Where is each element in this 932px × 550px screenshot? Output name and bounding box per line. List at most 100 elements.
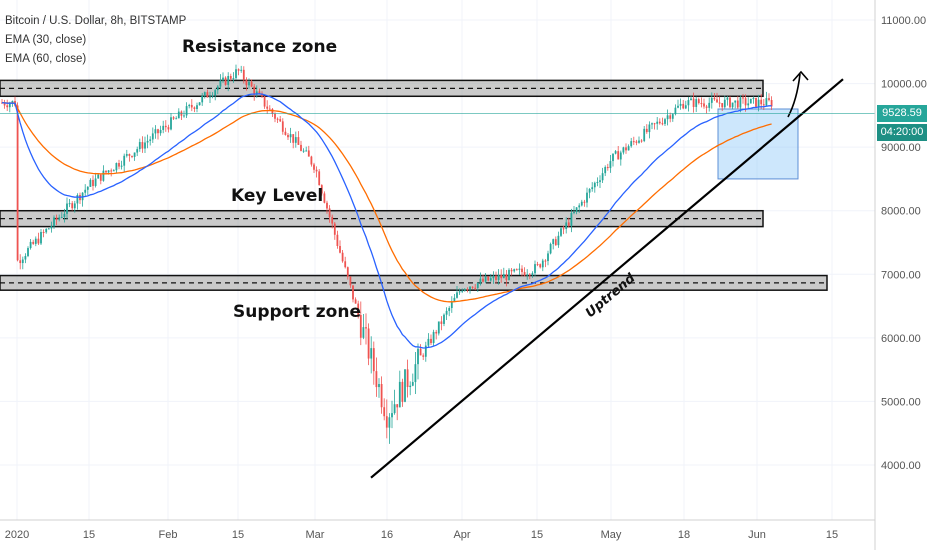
x-tick-label: 15 — [232, 529, 244, 541]
candle-body — [42, 231, 45, 233]
candle-body — [346, 267, 349, 277]
candle-body — [315, 169, 318, 172]
candle-body — [19, 260, 22, 264]
candle-body — [144, 142, 146, 149]
key-level-label: Key Level — [231, 186, 324, 206]
candle-body — [770, 100, 773, 107]
candle-body — [484, 276, 487, 282]
candle-body — [40, 231, 42, 244]
candle-body — [99, 174, 102, 181]
candle-body — [479, 278, 482, 283]
candle-body — [692, 98, 695, 107]
x-tick-label: Jun — [748, 529, 766, 541]
candle-body — [380, 384, 383, 408]
candle-body — [684, 105, 687, 109]
candle-body — [344, 261, 347, 268]
y-tick-label: 5000.00 — [881, 396, 921, 408]
candle-body — [424, 345, 427, 357]
candle-body — [391, 413, 393, 418]
candle-body — [448, 308, 451, 311]
candle-body — [635, 141, 638, 143]
candle-body — [682, 103, 685, 109]
candle-body — [552, 239, 555, 245]
candle-body — [383, 407, 386, 417]
resistance-zone-label: Resistance zone — [182, 37, 338, 57]
candle-body — [333, 223, 336, 235]
candle-body — [307, 150, 310, 157]
ema30-legend[interactable]: EMA (30, close) — [5, 34, 87, 46]
candle-body — [463, 289, 466, 291]
candle-body — [229, 76, 232, 79]
candle-body — [378, 384, 380, 388]
candle-body — [469, 286, 471, 290]
candle-body — [716, 99, 718, 103]
candle-body — [404, 369, 406, 402]
candle-body — [627, 146, 630, 151]
candle-body — [432, 331, 435, 344]
candle-body — [411, 382, 414, 386]
candle-body — [599, 180, 601, 182]
candle-body — [115, 162, 118, 171]
candle-body — [744, 98, 747, 106]
candle-body — [21, 259, 24, 264]
candle-body — [120, 165, 123, 167]
candle-body — [690, 98, 692, 101]
candle-body — [253, 86, 256, 95]
candle-body — [612, 153, 614, 162]
ema60-legend[interactable]: EMA (60, close) — [5, 53, 87, 65]
candle-body — [102, 170, 105, 181]
candle-body — [183, 115, 185, 117]
time-axis[interactable]: 2020 15 Feb 15 Mar 16 Apr 15 May 18 Jun 15 — [5, 529, 838, 541]
candle-body — [268, 108, 271, 110]
candle-body — [105, 170, 107, 173]
candle-body — [255, 91, 258, 95]
candle-body — [131, 155, 133, 157]
candle-body — [164, 125, 167, 128]
candle-body — [232, 78, 235, 80]
candle-body — [523, 272, 526, 276]
candle-body — [718, 102, 721, 104]
candle-body — [679, 103, 682, 106]
candle-body — [588, 189, 591, 193]
candle-body — [331, 216, 334, 224]
candle-body — [216, 86, 219, 91]
candle-body — [146, 140, 149, 143]
candle-body — [53, 217, 55, 227]
candle-body — [586, 192, 588, 203]
candle-body — [107, 170, 110, 173]
candle-body — [297, 137, 300, 145]
ema60-line — [1, 102, 772, 303]
candle-body — [710, 97, 713, 103]
price-axis[interactable]: 4000.00 5000.00 6000.00 7000.00 8000.00 9000.… — [881, 15, 927, 472]
candle-body — [274, 113, 276, 119]
candle-body — [214, 90, 217, 96]
candle-body — [159, 129, 162, 134]
candle-body — [617, 151, 620, 160]
candle-body — [300, 144, 302, 151]
candle-body — [554, 239, 557, 246]
candle-body — [508, 269, 510, 281]
y-tick-label: 11000.00 — [881, 15, 926, 27]
candle-body — [203, 92, 206, 96]
candle-body — [27, 248, 29, 257]
candle-body — [487, 276, 490, 281]
zone-band[interactable] — [0, 274, 828, 291]
candle-body — [388, 417, 391, 428]
candle-body — [630, 141, 633, 147]
candle-body — [32, 241, 35, 244]
candle-body — [375, 371, 378, 388]
candle-body — [359, 315, 362, 338]
candle-body — [60, 216, 63, 218]
symbol-title[interactable]: Bitcoin / U.S. Dollar, 8h, BITSTAMP — [5, 15, 187, 27]
candle-body — [370, 348, 373, 359]
candle-body — [435, 331, 438, 334]
candle-body — [445, 310, 448, 315]
candle-body — [422, 355, 425, 357]
candle-body — [661, 123, 664, 125]
candle-body — [294, 137, 297, 143]
candle-body — [76, 195, 79, 204]
candle-body — [235, 69, 237, 79]
candle-body — [258, 91, 261, 94]
candle-body — [440, 321, 443, 324]
